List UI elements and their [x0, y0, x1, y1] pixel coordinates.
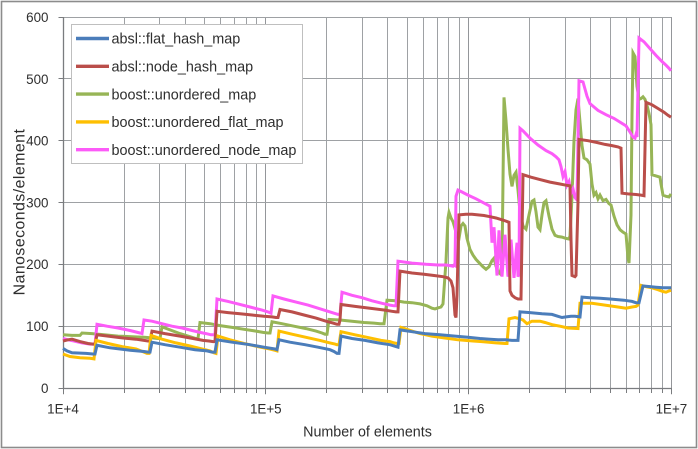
svg-text:0: 0: [41, 381, 48, 396]
svg-text:100: 100: [26, 319, 48, 334]
svg-text:500: 500: [26, 72, 48, 87]
svg-text:absl::flat_hash_map: absl::flat_hash_map: [112, 32, 241, 48]
svg-text:1E+5: 1E+5: [250, 402, 282, 417]
svg-text:absl::node_hash_map: absl::node_hash_map: [112, 60, 254, 76]
svg-text:600: 600: [26, 10, 48, 25]
svg-text:boost::unordered_node_map: boost::unordered_node_map: [112, 143, 297, 159]
svg-text:300: 300: [26, 195, 48, 210]
svg-text:400: 400: [26, 134, 48, 149]
svg-text:Nanoseconds/element: Nanoseconds/element: [12, 129, 29, 296]
svg-text:200: 200: [26, 257, 48, 272]
svg-text:1E+6: 1E+6: [453, 402, 485, 417]
svg-text:1E+4: 1E+4: [47, 402, 79, 417]
svg-text:1E+7: 1E+7: [656, 402, 688, 417]
svg-text:boost::unordered_map: boost::unordered_map: [112, 87, 257, 103]
svg-text:boost::unordered_flat_map: boost::unordered_flat_map: [112, 115, 284, 131]
svg-text:Number of elements: Number of elements: [303, 424, 432, 440]
